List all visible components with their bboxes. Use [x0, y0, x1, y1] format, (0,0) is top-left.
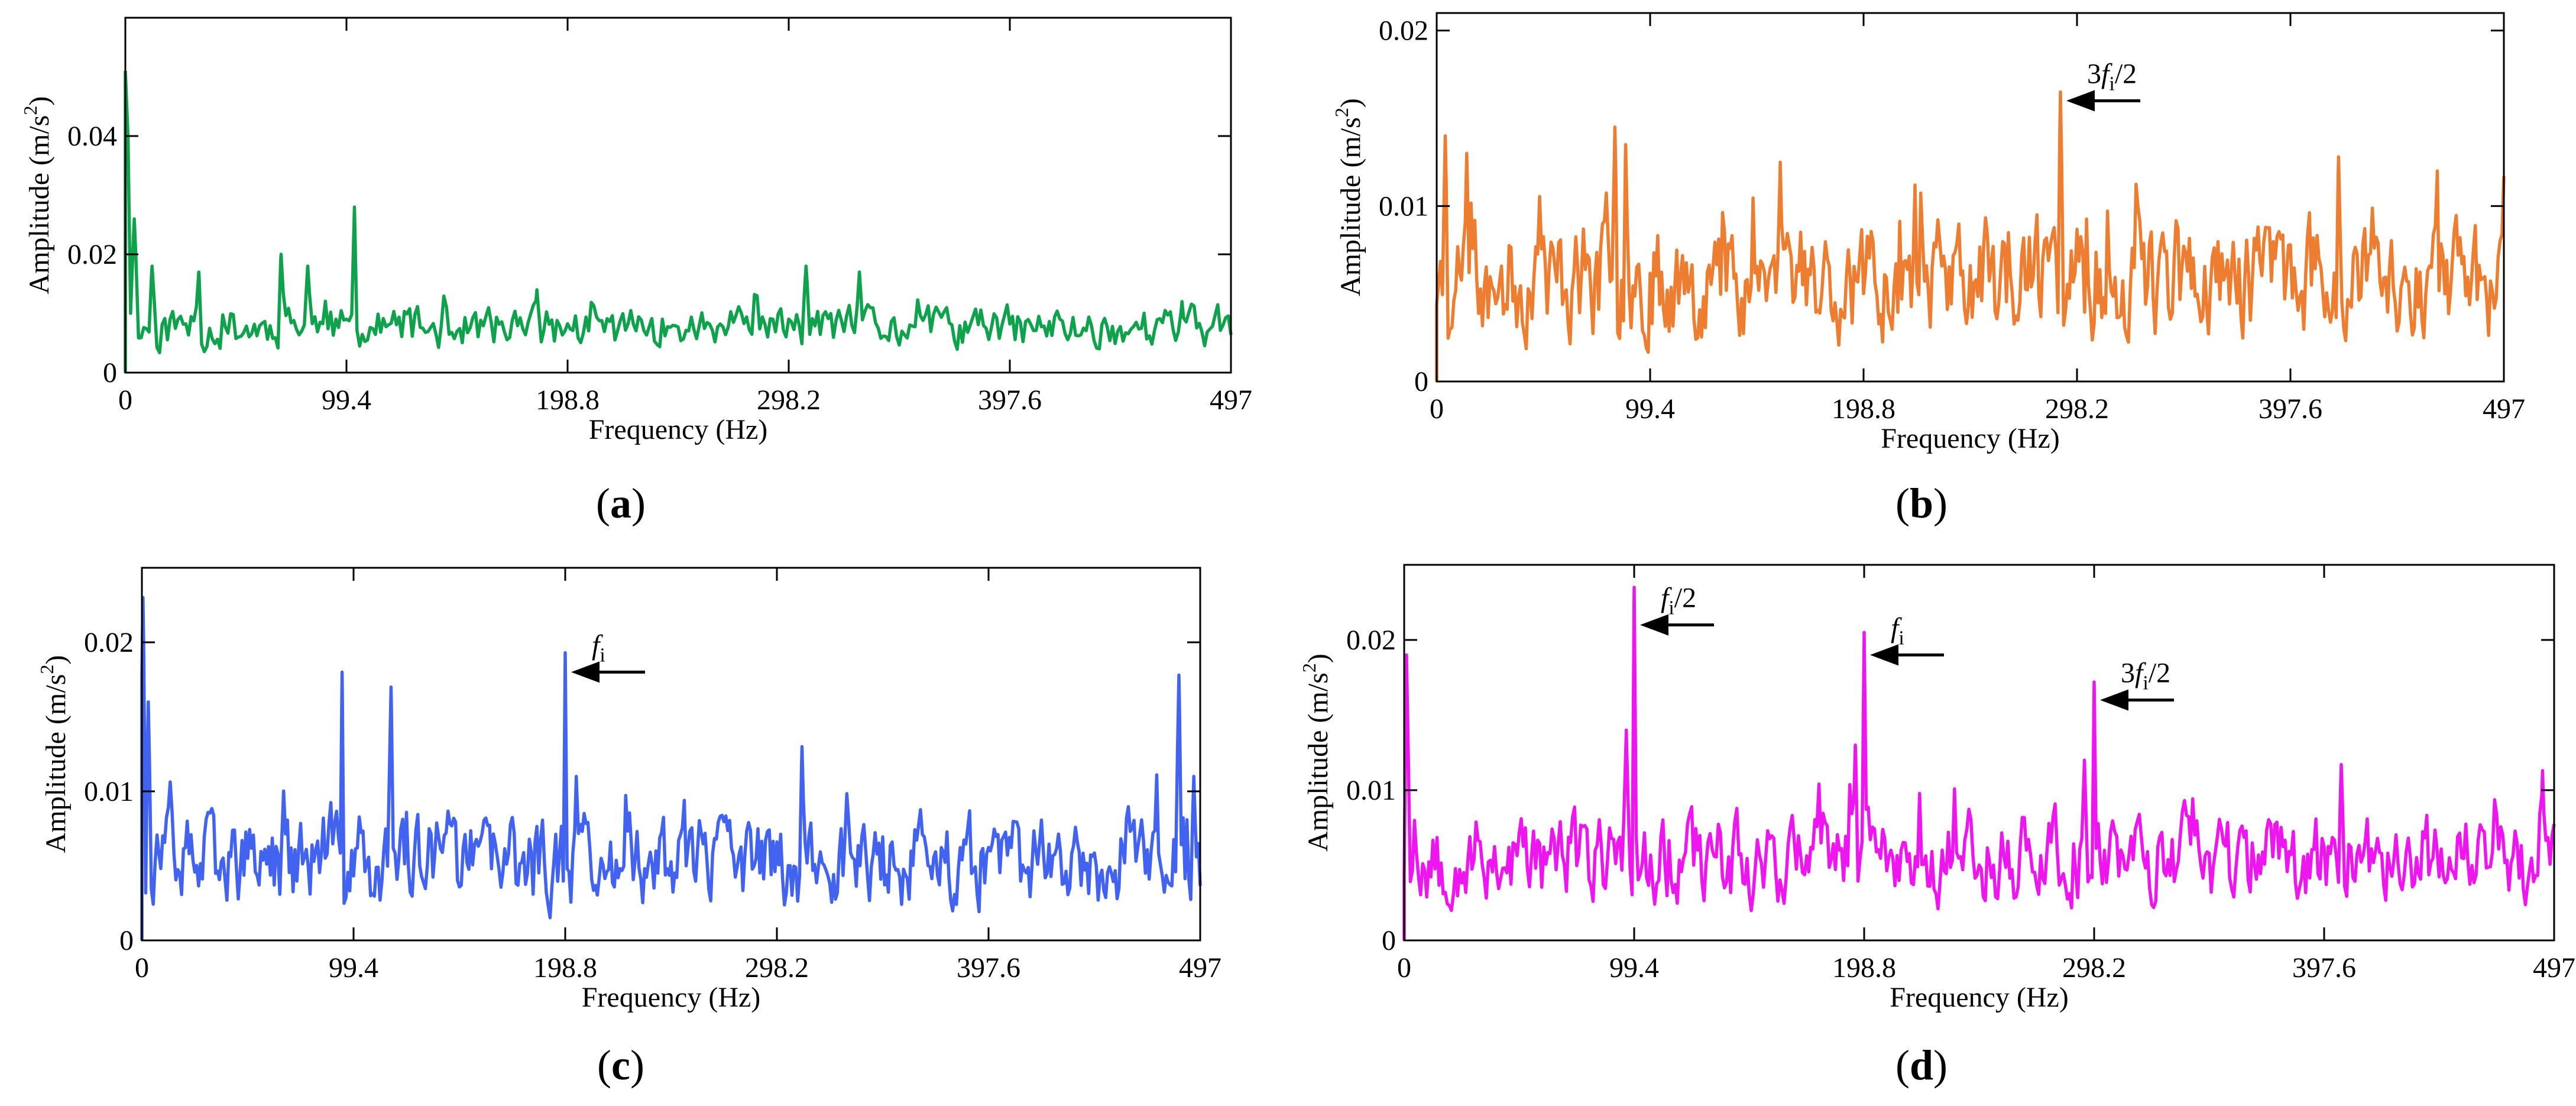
chart-b-annotation-label-0: 3fi/2 — [2087, 58, 2137, 95]
chart-a-xtick-label-1: 99.4 — [322, 384, 371, 416]
chart-d-xtick-label-2: 198.8 — [1832, 952, 1896, 984]
chart-d-xlabel: Frequency (Hz) — [1890, 982, 2069, 1013]
chart-c-xlabel: Frequency (Hz) — [582, 982, 761, 1013]
chart-a-xtick-label-0: 0 — [118, 384, 132, 416]
chart-a-ytick-label-2: 0.04 — [67, 121, 117, 152]
chart-a-xtick-label-4: 397.6 — [978, 384, 1042, 416]
chart-d: 0 99.4 198.8 298.2 397.6 497 0 0.01 0.02 Frequenc… — [1298, 564, 2575, 1013]
chart-d-xtick-label-0: 0 — [1397, 952, 1411, 984]
chart-a-xtick-label-5: 497 — [1210, 384, 1252, 416]
chart-b-xtick-label-5: 497 — [2483, 393, 2525, 425]
caption-a: (a) — [596, 480, 646, 527]
chart-a-axes-box — [124, 17, 1232, 374]
caption-b: (b) — [1895, 480, 1948, 527]
chart-c-xtick-label-4: 397.6 — [957, 952, 1020, 984]
chart-a-xtick-label-3: 298.2 — [757, 384, 821, 416]
chart-d-xtick-label-3: 298.2 — [2062, 952, 2126, 984]
chart-c-ytick-label-1: 0.01 — [84, 776, 134, 807]
chart-d-annotation-2: 3fi/2 — [2100, 658, 2174, 711]
chart-c-annotation-label-0: fi — [592, 629, 605, 666]
chart-b: 0 99.4 198.8 298.2 397.6 497 0 0.01 0.02 Frequenc… — [1331, 12, 2525, 454]
chart-d-annotation-0: fi/2 — [1640, 583, 1714, 636]
chart-c-ytick-label-0: 0 — [119, 925, 134, 956]
chart-b-xlabel: Frequency (Hz) — [1881, 423, 2060, 454]
chart-d-annotation-arrowhead-1 — [1870, 644, 1898, 666]
chart-d-ylabel: Amplitude (m/s2) — [1298, 654, 1334, 852]
chart-a: 0 99.4 198.8 298.2 397.6 497 0 0.02 0.04 Frequenc… — [20, 17, 1252, 445]
chart-b-ylabel: Amplitude (m/s2) — [1331, 98, 1366, 296]
chart-d-annotation-arrowhead-2 — [2100, 689, 2128, 711]
chart-d-annotation-arrowhead-0 — [1640, 614, 1668, 636]
caption-c: (c) — [597, 1042, 644, 1089]
caption-d: (d) — [1895, 1042, 1948, 1089]
chart-d-xtick-label-4: 397.6 — [2292, 952, 2356, 984]
chart-b-xtick-label-4: 397.6 — [2259, 393, 2322, 425]
chart-d-annotation-label-0: fi/2 — [1661, 583, 1696, 619]
chart-c-xtick-label-1: 99.4 — [329, 952, 378, 984]
chart-b-xtick-label-1: 99.4 — [1625, 393, 1675, 425]
chart-b-axes-box — [1436, 12, 2505, 383]
chart-c-annotation-0: fi — [571, 629, 645, 683]
chart-c-ylabel: Amplitude (m/s2) — [36, 655, 72, 853]
chart-d-annotation-1: fi — [1870, 612, 1944, 666]
chart-b-xtick-label-2: 198.8 — [1832, 393, 1895, 425]
chart-b-xtick-label-3: 298.2 — [2045, 393, 2109, 425]
chart-b-ytick-label-2: 0.02 — [1379, 15, 1428, 47]
chart-d-ytick-label-0: 0 — [1382, 925, 1396, 956]
chart-c-annotation-arrowhead-0 — [571, 661, 600, 683]
chart-b-annotation-0: 3fi/2 — [2066, 58, 2141, 112]
chart-d-series-line — [1402, 586, 2556, 913]
chart-c-ytick-label-2: 0.02 — [84, 627, 134, 658]
chart-d-annotation-label-1: fi — [1891, 612, 1904, 649]
chart-d-ytick-label-1: 0.01 — [1346, 775, 1396, 806]
chart-b-xtick-label-0: 0 — [1430, 393, 1444, 425]
chart-a-ytick-label-1: 0.02 — [67, 239, 117, 270]
chart-d-xtick-label-1: 99.4 — [1609, 952, 1659, 984]
chart-c-xtick-label-5: 497 — [1179, 952, 1221, 984]
chart-c-series-line — [140, 596, 1202, 920]
chart-d-axes-box — [1403, 564, 2555, 942]
chart-c: 0 99.4 198.8 298.2 397.6 497 0 0.01 0.02 Frequenc… — [36, 567, 1221, 1013]
chart-d-xtick-label-5: 497 — [2533, 952, 2575, 984]
chart-b-ytick-label-1: 0.01 — [1379, 190, 1428, 222]
chart-c-axes-box — [141, 567, 1201, 942]
chart-c-xtick-label-3: 298.2 — [745, 952, 809, 984]
chart-a-ytick-label-0: 0 — [103, 357, 117, 389]
chart-b-annotation-arrowhead-0 — [2066, 90, 2095, 112]
chart-a-xtick-label-2: 198.8 — [536, 384, 600, 416]
chart-a-series-line — [124, 70, 1233, 355]
chart-d-annotation-label-2: 3fi/2 — [2121, 658, 2170, 694]
chart-d-ytick-label-2: 0.02 — [1346, 625, 1396, 656]
chart-c-xtick-label-0: 0 — [135, 952, 149, 984]
chart-c-xtick-label-2: 198.8 — [533, 952, 597, 984]
chart-a-ylabel: Amplitude (m/s2) — [20, 96, 55, 295]
chart-b-ytick-label-0: 0 — [1414, 366, 1428, 397]
chart-a-xlabel: Frequency (Hz) — [589, 414, 768, 445]
chart-b-series-line — [1435, 90, 2506, 354]
